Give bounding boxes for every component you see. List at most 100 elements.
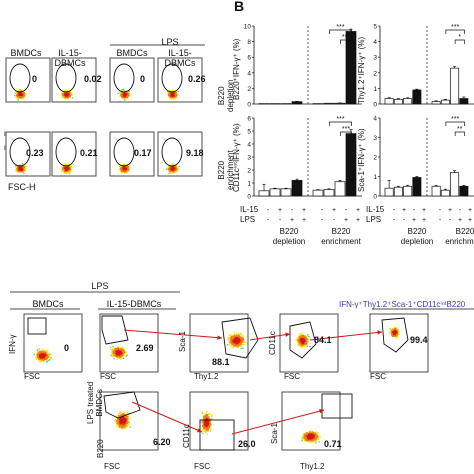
c-col-il15: IL-15-DBMCs (106, 299, 162, 309)
bar-thy-ticklabel-1: 1 (373, 86, 377, 93)
c-arrow-2 (249, 333, 291, 341)
bar-thy-g0-b0 (384, 98, 394, 105)
b-il15-mark-left-0: - (267, 207, 270, 214)
panel-a-gate-r2-c4 (161, 137, 183, 167)
bar-sca-ticklabel-0: 0 (373, 194, 377, 201)
b-il15-mark-left-4: - (321, 207, 324, 214)
bar-thy-ticklabel-0: 0 (373, 102, 377, 109)
b-ylabel-b220: B220⁺IFN-γ⁺ (%) (232, 38, 241, 100)
c-lps-treated: LPS treated BMDCs (86, 381, 104, 424)
bar-b220-g1-b3 (345, 31, 357, 105)
b-il15-label-right: IL-15 (366, 205, 385, 214)
c2-xlabel: FSC (100, 372, 116, 381)
b-lps-mark-right-7: + (468, 217, 472, 224)
b-lps-mark-left-1: - (279, 217, 282, 224)
c-arrow-5 (231, 409, 325, 435)
c-plot-3 (189, 313, 249, 373)
c5-xlabel: FSC (370, 372, 386, 381)
bar-sca-ticklabel-1: 1 (373, 174, 377, 181)
panel-a-gate-r2-c2 (55, 137, 77, 167)
panel-a-plot-r1-c3 (109, 57, 155, 103)
b-lps-mark-right-0: - (393, 217, 396, 224)
panel-a-gate-r1-c4 (161, 63, 183, 93)
c3-ylabel: Sca-1 (178, 331, 187, 352)
bar-sca-sig-1: *** (451, 116, 459, 123)
b-lps-mark-left-7: + (356, 217, 360, 224)
bar-cd11c-ticklabel-0: 0 (247, 194, 251, 201)
panel-a-gate-r2-c1 (9, 137, 31, 167)
b-lps-mark-right-1: - (403, 217, 406, 224)
bar-cd11c-g1-b3 (345, 133, 357, 197)
bar-b220-g0-b3 (291, 101, 303, 105)
c-gate-6 (103, 391, 141, 419)
c-lps-header: LPS (91, 281, 109, 291)
c-gate-3 (221, 317, 259, 359)
b-lps-mark-left-2: + (290, 217, 294, 224)
c4-ylabel: CD11c (268, 331, 277, 355)
bar-b220-g1-b1 (323, 102, 335, 105)
bar-thy-ticklabel-5: 5 (373, 24, 377, 31)
panel-a-plot-r1-c2 (51, 57, 97, 103)
c-arrow-3-head (377, 330, 382, 335)
bar-cd11c-ticklabel-6: 6 (247, 116, 251, 123)
a-r1-v3: 0 (140, 74, 146, 84)
b-ylabel-cd11c: CD11cⁱⁿᵗIFN-γ⁺ (%) (232, 123, 241, 192)
panel-a-col-2: IL-15- DBMCs (54, 48, 86, 68)
panel-a-lps-header: LPS (161, 37, 179, 47)
b-il15-mark-left-1: + (278, 207, 282, 214)
c-col-bmdcs: BMDCs (32, 299, 64, 309)
b-group-left-1: B220 depletion (272, 227, 306, 246)
b-il15-mark-right-4: - (439, 207, 442, 214)
bar-b220-sig-2: *** (342, 34, 350, 41)
b-il15-mark-right-2: - (413, 207, 416, 214)
b-lps-mark-right-4: - (439, 217, 442, 224)
b-group-right-1: B220 depletion (400, 227, 434, 246)
c-gate-5 (381, 317, 409, 353)
panel-a-gate-r1-c1 (9, 63, 31, 93)
bar-sca-g0-b2 (403, 185, 413, 197)
a-r2-v3: 0.17 (134, 148, 152, 158)
c-arrow-1 (123, 329, 223, 339)
c-plot-8 (281, 391, 341, 451)
panel-a-gate-r1-c2 (55, 63, 77, 93)
c4-value: 84.1 (314, 335, 332, 345)
b-il15-mark-left-6: - (345, 207, 348, 214)
b-lps-label-right: LPS (366, 215, 382, 224)
c-arrow-4 (131, 401, 203, 433)
panel-a-col-1: BMDCs (10, 48, 42, 58)
b-lps-mark-left-0: - (267, 217, 270, 224)
panel-a-plot-r1-c1 (5, 57, 51, 103)
b-il15-mark-right-1: + (402, 207, 406, 214)
c-gate-2 (101, 315, 129, 345)
bar-thy-ticklabel-4: 4 (373, 39, 377, 46)
bar-thy-bracket-2 (454, 39, 465, 44)
c6-value: 6.20 (153, 437, 171, 447)
c5-ylabel: B220 (96, 439, 105, 458)
bar-cd11c-g0-b2 (280, 188, 292, 197)
c6-xlabel: FSC (104, 462, 120, 471)
bar-sca-g1-b3 (459, 185, 469, 197)
a-ylabel-fragment-2: I (4, 146, 6, 152)
b-il15-mark-right-3: + (422, 207, 426, 214)
b-il15-mark-right-7: + (468, 207, 472, 214)
panel-a-gate-r2-c3 (113, 137, 135, 167)
b-group-right-2: B220 enrichment (445, 227, 474, 246)
bar-sca-g0-b3 (412, 177, 422, 197)
bar-thy-g1-b2 (450, 67, 460, 105)
bar-b220-ticklabel-2: 4 (247, 70, 251, 77)
c7-ylabel: CD11c (182, 424, 191, 448)
bar-cd11c-sig-2: *** (342, 126, 350, 133)
panel-a-plot-r2-c3 (109, 131, 155, 177)
c1-xlabel: FSC (24, 372, 40, 381)
c8-value: 0.71 (324, 439, 342, 449)
panel-a-plot-r2-c2 (51, 131, 97, 177)
b-il15-mark-left-2: - (291, 207, 294, 214)
bar-cd11c-g0-b1 (269, 188, 281, 197)
bar-cd11c-g1-b1 (323, 189, 335, 197)
c-arrow-3 (309, 331, 383, 341)
bar-cd11c-g1-b0 (312, 189, 324, 197)
bar-sca-bracket-1 (445, 121, 465, 126)
b-lps-mark-right-6: + (458, 217, 462, 224)
bar-thy-bracket-1 (445, 29, 465, 34)
bar-thy-g1-b3 (459, 98, 469, 105)
